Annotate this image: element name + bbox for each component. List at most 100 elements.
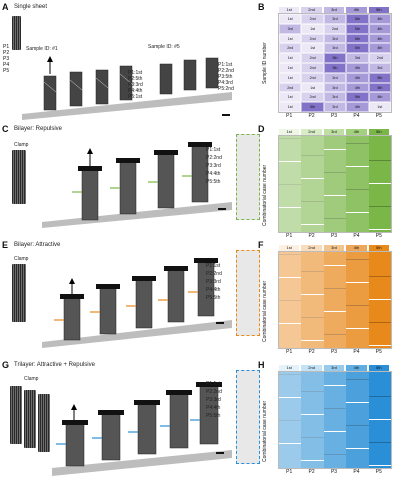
heatmap-cell: 1st: [279, 102, 302, 112]
heatmap-f: [278, 251, 392, 349]
heatmap-column: [368, 372, 391, 468]
inset-g: [236, 370, 260, 464]
heatmap-stripe: [346, 189, 369, 190]
order-left-p3: P3:3rd: [128, 82, 143, 88]
heatmap-cell: 3rd: [279, 23, 302, 34]
order-right-p3: P3:5th: [218, 74, 233, 80]
panel-a-title: Single sheet: [14, 4, 48, 10]
heatmap-stripe: [323, 454, 347, 455]
heatmap-stripe: [279, 397, 302, 398]
heatmap-cell: 3rd: [323, 72, 347, 83]
heatmap-stripe: [323, 195, 347, 196]
xtick: P4: [353, 233, 360, 239]
xtick: P3: [330, 469, 338, 475]
order-g-p3: P3:3rd: [206, 397, 221, 403]
sheet-label-p4: P4: [3, 62, 10, 68]
sheet-labels: P1 P2 P3 P4 P5: [3, 44, 9, 74]
order-e-p1: P1:1st: [206, 263, 221, 269]
order-left-p2: P2:5th: [128, 76, 143, 82]
heatmap-stripe: [279, 161, 302, 162]
scale-bar-e: [216, 322, 224, 324]
order-c-p2: P2:2nd: [206, 155, 222, 161]
heatmap-stripe: [301, 391, 324, 392]
heatmap-cell: 3rd: [323, 43, 347, 54]
heatmap-cell: 4th: [368, 92, 391, 103]
order-right-p4: P4:3rd: [218, 80, 233, 86]
order-e-p5: P5:5th: [206, 295, 221, 301]
sample-id-left: Sample ID: #1: [26, 46, 58, 52]
heatmap-stripe: [301, 317, 324, 318]
heatmap-stripe: [279, 323, 302, 324]
panel-c-photo: [42, 142, 232, 228]
xtick: P4: [353, 469, 360, 475]
heatmap-stripe: [323, 311, 347, 312]
heatmap-stripe: [323, 288, 347, 289]
xtick: P4: [353, 349, 360, 355]
heatmap-stripe: [301, 224, 324, 225]
heatmap-row: 1st 2nd 3rd 4th 5th: [279, 72, 391, 83]
heatmap-column: [323, 252, 347, 348]
heatmap-cell: 3rd: [346, 53, 369, 63]
heatmap-stripe: [323, 149, 347, 150]
order-c: P1:1st P2:2nd P3:3rd P4:4th P5:5th: [206, 146, 222, 186]
heatmap-column: [301, 136, 324, 232]
xtick: P3: [330, 113, 338, 119]
heatmap-cell: 3rd: [323, 14, 347, 24]
heatmap-stripe: [301, 460, 324, 461]
xtick: P1: [286, 349, 293, 355]
xticks-h: P1 P2 P3 P4 P5: [278, 469, 390, 475]
scale-bar-a: [222, 114, 230, 116]
heatmap-d: [278, 135, 392, 233]
xtick: P1: [286, 233, 293, 239]
order-g-p5: P5:5th: [206, 413, 221, 419]
heatmap-stripe: [279, 300, 302, 301]
single-sheet-photo: [12, 16, 21, 50]
heatmap-stripe: [301, 155, 324, 156]
heatmap-cell: 3rd: [323, 92, 347, 103]
heatmap-row: 1st 2nd 3rd 5th 4th: [279, 92, 391, 103]
heatmap-stripe: [368, 299, 391, 300]
heatmap-cell: 4th: [368, 14, 391, 24]
heatmap-stripe: [346, 425, 369, 426]
heatmap-column: [323, 136, 347, 232]
sample-id-right: Sample ID: #5: [148, 44, 180, 50]
sheet-label-p2: P2: [3, 50, 10, 56]
xtick: P2: [308, 469, 315, 475]
heatmap-column: [346, 252, 369, 348]
ylabel-d: Combinatorial case number: [262, 164, 268, 226]
heatmap-stripe: [279, 254, 302, 255]
heatmap-column: [279, 252, 302, 348]
heatmap-cell: 1st: [279, 33, 302, 44]
heatmap-cell: 5th: [368, 82, 391, 93]
scale-bar-g: [216, 452, 224, 454]
heatmap-cell: 2nd: [301, 92, 324, 103]
heatmap-row: 2nd 1st 3rd 4th 5th: [279, 82, 391, 93]
order-e-p4: P4:4th: [206, 287, 221, 293]
heatmap-stripe: [346, 143, 369, 144]
xtick: P5: [375, 469, 382, 475]
panel-e-label: E: [2, 240, 9, 250]
heatmap-stripe: [323, 172, 347, 173]
panel-g-title: Trilayer: Attractive + Repulsive: [14, 362, 95, 368]
clamp-label-e: Clamp: [14, 256, 29, 262]
heatmap-cell: 5th: [368, 72, 391, 83]
xtick: P2: [308, 113, 315, 119]
order-g-p1: P1:1st: [206, 381, 221, 387]
order-e-p2: P2:2nd: [206, 271, 222, 277]
heatmap-row: 1st 5th 3rd 4th 1st: [279, 102, 391, 112]
heatmap-stripe: [368, 419, 391, 420]
ylabel-b: Sample ID number: [262, 42, 268, 84]
order-c-p3: P3:3rd: [206, 163, 221, 169]
xtick: P3: [330, 349, 338, 355]
heatmap-column: [368, 136, 391, 232]
heatmap-stripe: [301, 178, 324, 179]
heatmap-stripe: [368, 160, 391, 161]
heatmap-cell: 1st: [279, 92, 302, 103]
heatmap-cell: 1st: [279, 72, 302, 83]
heatmap-stripe: [346, 305, 369, 306]
heatmap-stripe: [301, 201, 324, 202]
order-e: P1:1st P2:2nd P3:3rd P4:4th P5:5th: [206, 262, 222, 302]
heatmap-stripe: [301, 437, 324, 438]
order-g: P1:1st P2:2nd P3:3rd P4:4th P5:5th: [206, 380, 222, 420]
heatmap-stripe: [346, 259, 369, 260]
